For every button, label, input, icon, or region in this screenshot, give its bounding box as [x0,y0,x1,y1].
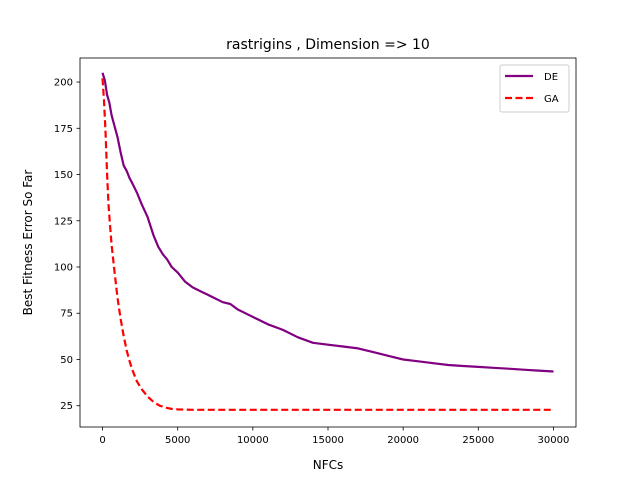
x-axis-label: NFCs [313,458,344,472]
legend: DE GA [499,64,570,113]
x-tick-label: 25000 [462,435,494,446]
legend-label-de: DE [544,72,558,83]
series-line-de [101,72,554,373]
y-tick-label: 75 [60,309,73,320]
y-tick-label: 175 [54,124,73,135]
x-tick-label: 20000 [387,435,419,446]
x-tick-label: 5000 [165,435,190,446]
legend-label-ga: GA [544,94,559,105]
x-tick-label: 10000 [237,435,269,446]
y-axis-ticks: 25 50 75 100 125 150 175 200 [54,78,80,412]
series-line-ga [101,78,554,411]
x-tick-label: 30000 [538,435,570,446]
y-tick-label: 150 [54,170,73,181]
x-tick-label: 0 [99,435,105,446]
y-tick-label: 200 [54,78,73,89]
y-tick-label: 50 [60,355,73,366]
y-tick-label: 125 [54,216,73,227]
y-axis-label: Best Fitness Error So Far [21,170,35,316]
series-layer [101,72,554,411]
chart-title: rastrigins , Dimension => 10 [226,37,430,53]
y-tick-label: 100 [54,263,73,274]
legend-box [499,64,570,113]
y-tick-label: 25 [60,401,73,412]
x-axis-ticks: 0 5000 10000 15000 20000 25000 30000 [99,427,569,446]
x-tick-label: 15000 [312,435,344,446]
